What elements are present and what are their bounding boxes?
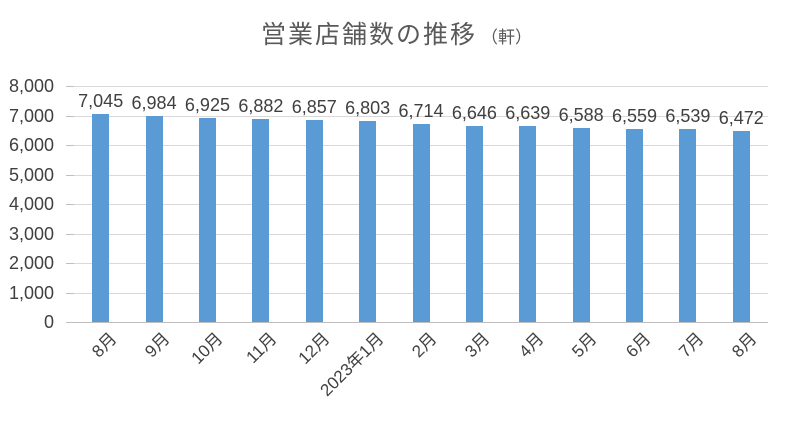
bar (679, 129, 697, 322)
y-axis-label: 3,000 (8, 223, 54, 244)
bar-value-label: 6,857 (291, 96, 337, 117)
bar (145, 115, 163, 322)
y-axis-label: 5,000 (8, 164, 54, 185)
y-axis-label: 0 (43, 312, 54, 332)
y-axis-tick (66, 145, 74, 146)
gridline (74, 86, 768, 87)
bar-value-label: 6,539 (665, 106, 711, 127)
bar (359, 121, 377, 322)
y-axis-label: 7,000 (8, 105, 54, 126)
x-axis-label: 8月 (87, 329, 121, 362)
bar (519, 126, 537, 322)
bar-value-label: 6,639 (505, 103, 551, 124)
y-axis-tick (66, 292, 74, 294)
bar-value-label: 6,559 (612, 105, 658, 126)
y-axis-tick (66, 263, 74, 264)
bar (412, 123, 430, 322)
chart-title: 営業店舗数の推移 （軒） (0, 15, 793, 51)
y-axis-label: 6,000 (8, 135, 54, 155)
bar-value-label: 6,803 (345, 98, 391, 119)
bar-value-label: 6,984 (131, 92, 177, 113)
y-axis-label: 1,000 (8, 282, 54, 303)
bar-value-label: 6,588 (558, 104, 604, 125)
y-axis-tick (66, 322, 74, 323)
bar (252, 118, 270, 322)
gridline (74, 115, 768, 117)
bar-value-label: 6,714 (398, 100, 444, 121)
y-axis-label: 8,000 (8, 76, 54, 96)
bar (305, 119, 323, 322)
y-axis-tick (66, 174, 74, 176)
bar-value-label: 6,646 (451, 102, 497, 123)
chart-title-text: 営業店舗数の推移 (260, 21, 477, 49)
bar (465, 125, 483, 322)
y-axis-tick (66, 204, 74, 205)
bar-value-label: 6,882 (238, 95, 284, 116)
y-axis-label: 2,000 (8, 253, 54, 273)
x-axis-line (74, 322, 768, 323)
bar-value-label: 7,045 (78, 91, 124, 112)
bar (572, 127, 590, 322)
bar (198, 117, 216, 322)
bar (732, 131, 750, 322)
y-axis-tick (66, 115, 74, 117)
y-axis-tick (66, 86, 74, 87)
bar-value-label: 6,925 (184, 94, 230, 115)
bar (626, 128, 644, 322)
y-axis-tick (66, 233, 74, 235)
y-axis-label: 4,000 (8, 194, 54, 214)
chart-title-unit: （軒） (481, 28, 532, 47)
bar-value-label: 6,472 (718, 108, 764, 129)
bar (92, 114, 110, 322)
